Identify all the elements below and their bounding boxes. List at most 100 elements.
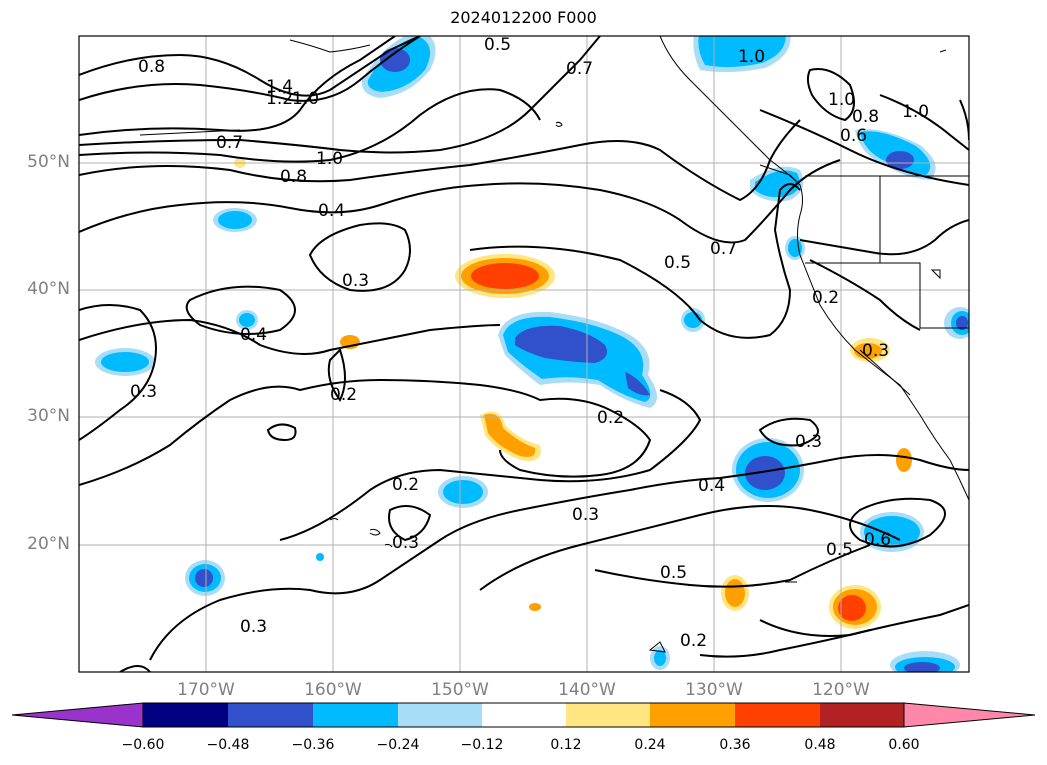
anomaly-region	[443, 480, 483, 504]
colorbar	[11, 702, 1036, 728]
colorbar-swatch	[143, 703, 228, 727]
contour-label: 0.5	[826, 540, 853, 560]
contour-line	[119, 665, 151, 672]
contour-label: 0.5	[484, 35, 511, 55]
lon-label-120w: 120°W	[812, 680, 870, 700]
colorbar-tick: 0.36	[719, 737, 751, 753]
colorbar-extend-low	[11, 702, 144, 728]
anomaly-region	[239, 313, 255, 327]
anomaly-region	[788, 239, 802, 257]
contour-label: 0.4	[698, 476, 725, 496]
colorbar-swatch	[482, 703, 566, 727]
contour-label: 0.3	[130, 382, 157, 402]
lat-label-20n: 20°N	[27, 534, 70, 554]
contour-line	[699, 629, 871, 658]
contour-line	[759, 109, 969, 186]
anomaly-region	[515, 325, 608, 363]
contour-line	[469, 183, 801, 339]
lat-label-50n: 50°N	[27, 152, 70, 172]
contour-line	[809, 259, 921, 331]
colorbar-tick: −0.60	[121, 737, 165, 753]
anomaly-region	[625, 372, 650, 396]
contour-label: 1.0	[292, 89, 319, 109]
contour-label: 0.2	[392, 475, 419, 495]
island	[930, 269, 941, 280]
anomaly-region	[380, 48, 410, 72]
anomaly-region	[484, 413, 536, 457]
colorbar-tick: 0.12	[550, 737, 582, 753]
colorbar-swatch	[650, 703, 735, 727]
contour-line	[799, 219, 969, 256]
contour-label: 0.8	[280, 167, 307, 187]
anomaly-region	[529, 603, 541, 611]
contour-label: 1.0	[828, 90, 855, 110]
contour-line	[79, 36, 421, 97]
graticule	[79, 36, 969, 672]
contour-line	[279, 389, 702, 541]
contour-line	[266, 423, 297, 442]
anomaly-region	[101, 352, 149, 372]
colorbar-tick: −0.24	[376, 737, 420, 753]
contour-label: 0.3	[862, 341, 889, 361]
colorbar-tick: −0.12	[460, 737, 504, 753]
contour-label: 0.8	[138, 57, 165, 77]
border	[859, 349, 911, 396]
lon-label-160w: 160°W	[304, 680, 362, 700]
contour-line	[79, 36, 421, 102]
contour-line	[149, 454, 969, 661]
contour-line	[79, 119, 801, 202]
island	[648, 641, 666, 653]
contour-label: 0.2	[330, 385, 357, 405]
anomaly-region	[864, 516, 920, 548]
contour-label: 0.7	[710, 239, 737, 259]
anomaly-region	[725, 579, 745, 607]
contour-label: 1.2	[266, 89, 293, 109]
contour-label: 0.7	[566, 59, 593, 79]
contour-line	[79, 88, 541, 163]
anomaly-shading	[95, 36, 969, 672]
anomaly-region	[654, 650, 666, 666]
border	[805, 262, 969, 329]
anomaly-region	[698, 36, 786, 68]
anomaly-region	[956, 316, 968, 330]
contour-label: 0.2	[812, 288, 839, 308]
contour-line	[879, 94, 969, 151]
contour-label: 0.5	[660, 563, 687, 583]
coastline	[659, 36, 969, 501]
anomaly-region	[838, 595, 866, 621]
anomaly-region	[745, 456, 785, 490]
contour-line	[594, 544, 871, 588]
colorbar-tick: −0.48	[206, 737, 250, 753]
colorbar-swatch	[820, 703, 904, 727]
lon-label-170w: 170°W	[177, 680, 235, 700]
colorbar-swatch	[228, 703, 313, 727]
colorbar-tick: 0.60	[888, 737, 920, 753]
lat-label-40n: 40°N	[27, 279, 70, 299]
contour-line	[79, 159, 841, 244]
contour-label: 1.4	[266, 77, 293, 97]
contour-label: 0.8	[852, 107, 879, 127]
contour-label: 0.6	[864, 530, 891, 550]
lon-label-130w: 130°W	[685, 680, 743, 700]
contour-line	[388, 505, 432, 542]
island	[939, 49, 947, 53]
contour-label: 1.0	[902, 102, 929, 122]
contour-line	[185, 285, 296, 335]
colorbar-swatch	[735, 703, 820, 727]
contour-label: 0.4	[240, 325, 267, 345]
contour-label: 0.2	[597, 408, 624, 428]
contour-labels: 0.8 1.4 1.2 1.0 0.5 0.7 1.0 1.0 0.8 1.0 …	[130, 35, 929, 651]
contour-line	[849, 497, 946, 548]
colorbar-tick: −0.36	[291, 737, 335, 753]
colorbar-tick: 0.24	[634, 737, 666, 753]
contour-label: 0.7	[216, 133, 243, 153]
map-title: 2024012200 F000	[450, 8, 597, 27]
island	[384, 543, 393, 548]
map-frame	[78, 35, 970, 673]
contour-line	[308, 222, 411, 292]
anomaly-region	[218, 211, 252, 229]
colorbar-swatch	[398, 703, 482, 727]
colorbar-extend-high	[903, 702, 1036, 728]
contour-line	[79, 318, 501, 355]
